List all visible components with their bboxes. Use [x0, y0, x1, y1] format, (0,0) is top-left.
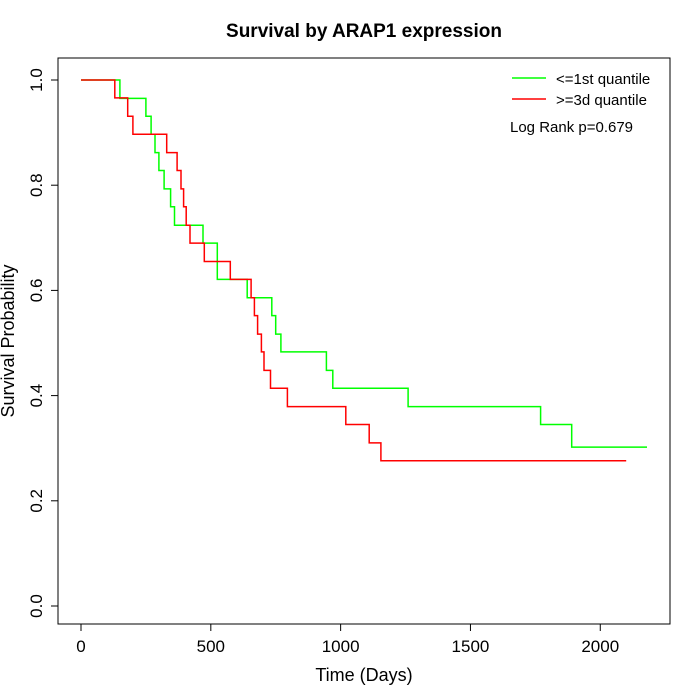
log-rank-annotation: Log Rank p=0.679 — [510, 119, 633, 136]
plot-frame — [57, 57, 671, 625]
x-axis: 0 500 1000 1500 2000 — [76, 623, 619, 656]
series-layer — [81, 79, 647, 462]
x-tick-label: 2000 — [581, 637, 619, 656]
y-axis-label: Survival Probability — [0, 264, 18, 417]
legend-label-low: <=1st quantile — [556, 71, 650, 88]
y-tick-label: 0.4 — [27, 384, 46, 408]
x-axis-label: Time (Days) — [315, 665, 412, 685]
chart-title: Survival by ARAP1 expression — [226, 21, 502, 42]
y-tick-label: 1.0 — [27, 68, 46, 92]
x-tick-label: 1000 — [322, 637, 360, 656]
legend-label-high: >=3d quantile — [556, 92, 647, 109]
y-tick-label: 0.2 — [27, 489, 46, 513]
series-line-high — [81, 79, 627, 462]
y-tick-label: 0.6 — [27, 279, 46, 303]
legend: <=1st quantile >=3d quantile — [512, 71, 650, 109]
y-tick-label: 0.8 — [27, 173, 46, 197]
x-tick-label: 0 — [76, 637, 85, 656]
x-tick-label: 500 — [197, 637, 225, 656]
y-tick-label: 0.0 — [27, 594, 46, 618]
y-axis: 0.0 0.2 0.4 0.6 0.8 1.0 — [27, 68, 59, 618]
x-tick-label: 1500 — [452, 637, 490, 656]
